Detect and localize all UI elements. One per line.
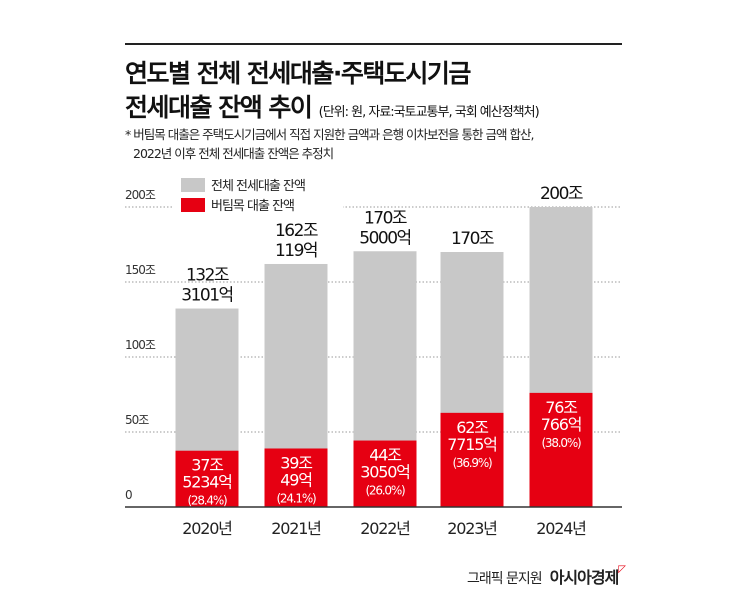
butimok-data-label: 766억 — [541, 415, 581, 434]
butimok-data-label: (28.4%) — [187, 494, 227, 508]
butimok-data-label: 62조 — [456, 418, 488, 437]
brand-logo: 아시아경제 — [549, 568, 620, 587]
legend-label: 버팀목 대출 잔액 — [211, 199, 294, 214]
legend-label: 전체 전세대출 잔액 — [211, 179, 305, 194]
bar-butimok — [175, 450, 239, 507]
bar-butimok — [353, 440, 417, 507]
bar-butimok — [264, 448, 328, 507]
y-tick-label: 0 — [125, 488, 132, 502]
bar-butimok — [529, 392, 593, 507]
total-data-label: 3101억 — [181, 286, 232, 306]
y-tick-label: 150조 — [125, 263, 156, 277]
title-line2-text: 전세대출 잔액 추이 — [125, 93, 313, 122]
butimok-data-label: (38.0%) — [541, 436, 581, 450]
butimok-data-label: 7715억 — [447, 435, 496, 454]
butimok-data-label: 76조 — [545, 398, 577, 417]
x-tick-label: 2021년 — [271, 519, 321, 538]
title-line2: 전세대출 잔액 추이 (단위: 원, 자료:국토교통부, 국회 예산정책처) — [125, 88, 540, 124]
x-tick-label: 2024년 — [536, 519, 586, 538]
credit: 그래픽 문지원 아시아경제◸ — [466, 564, 626, 588]
x-tick-label: 2020년 — [182, 519, 232, 538]
y-tick-label: 50조 — [125, 413, 149, 427]
legend-swatch — [181, 198, 205, 212]
legend-swatch — [181, 178, 205, 192]
x-tick-label: 2022년 — [360, 519, 410, 538]
top-rule — [125, 43, 622, 45]
note-line2: 2022년 이후 전체 전세대출 잔액은 추정치 — [133, 146, 334, 161]
butimok-data-label: 3050억 — [360, 463, 409, 482]
butimok-data-label: 37조 — [191, 456, 223, 475]
total-data-label: 170조 — [451, 229, 494, 249]
butimok-data-label: 49억 — [280, 470, 311, 489]
butimok-data-label: 44조 — [369, 446, 401, 465]
footnote: * 버팀목 대출은 주택도시기금에서 직접 지원한 금액과 은행 이차보전을 통… — [125, 125, 534, 163]
butimok-data-label: 39조 — [280, 453, 312, 472]
title-line1: 연도별 전체 전세대출·주택도시기금 — [125, 59, 471, 88]
total-data-label: 162조 — [275, 221, 318, 241]
unit-source: (단위: 원, 자료:국토교통부, 국회 예산정책처) — [318, 105, 540, 120]
butimok-data-label: (24.1%) — [276, 491, 316, 505]
total-data-label: 132조 — [186, 266, 229, 286]
credit-text: 그래픽 문지원 — [466, 571, 543, 587]
brand-mark-icon: ◸ — [618, 564, 626, 575]
note-line1: * 버팀목 대출은 주택도시기금에서 직접 지원한 금액과 은행 이차보전을 통… — [125, 127, 534, 142]
total-data-label: 170조 — [364, 208, 407, 228]
butimok-data-label: 5234억 — [182, 473, 231, 492]
total-data-label: 119억 — [275, 241, 317, 261]
butimok-data-label: (26.0%) — [365, 484, 405, 498]
total-data-label: 200조 — [540, 184, 583, 204]
x-tick-label: 2023년 — [447, 519, 497, 538]
y-tick-label: 100조 — [125, 338, 156, 352]
butimok-data-label: (36.9%) — [452, 456, 492, 470]
y-tick-label: 200조 — [125, 188, 156, 202]
bar-butimok — [440, 412, 504, 507]
total-data-label: 5000억 — [359, 228, 410, 248]
